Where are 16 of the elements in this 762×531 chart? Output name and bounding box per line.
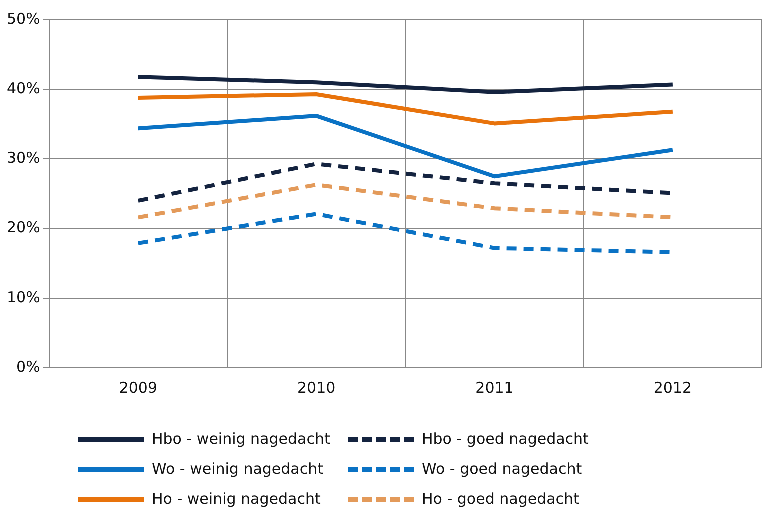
legend-label: Wo - weinig nagedacht <box>152 460 324 478</box>
y-tick-label: 50% <box>6 10 40 28</box>
x-tick-label: 2011 <box>476 378 514 397</box>
legend-label: Wo - goed nagedacht <box>422 460 582 478</box>
legend-label: Hbo - weinig nagedacht <box>152 430 330 448</box>
legend-label: Ho - weinig nagedacht <box>152 490 321 508</box>
x-tick-label: 2012 <box>654 378 692 397</box>
x-tick-label: 2010 <box>297 378 336 397</box>
y-tick-label: 0% <box>16 358 40 376</box>
legend-label: Ho - goed nagedacht <box>422 490 580 508</box>
y-tick-label: 20% <box>6 218 40 237</box>
legend-label: Hbo - goed nagedacht <box>422 430 589 448</box>
y-tick-label: 40% <box>6 79 40 98</box>
x-tick-label: 2009 <box>119 378 158 397</box>
y-tick-label: 30% <box>6 149 40 168</box>
y-tick-label: 10% <box>6 288 40 306</box>
